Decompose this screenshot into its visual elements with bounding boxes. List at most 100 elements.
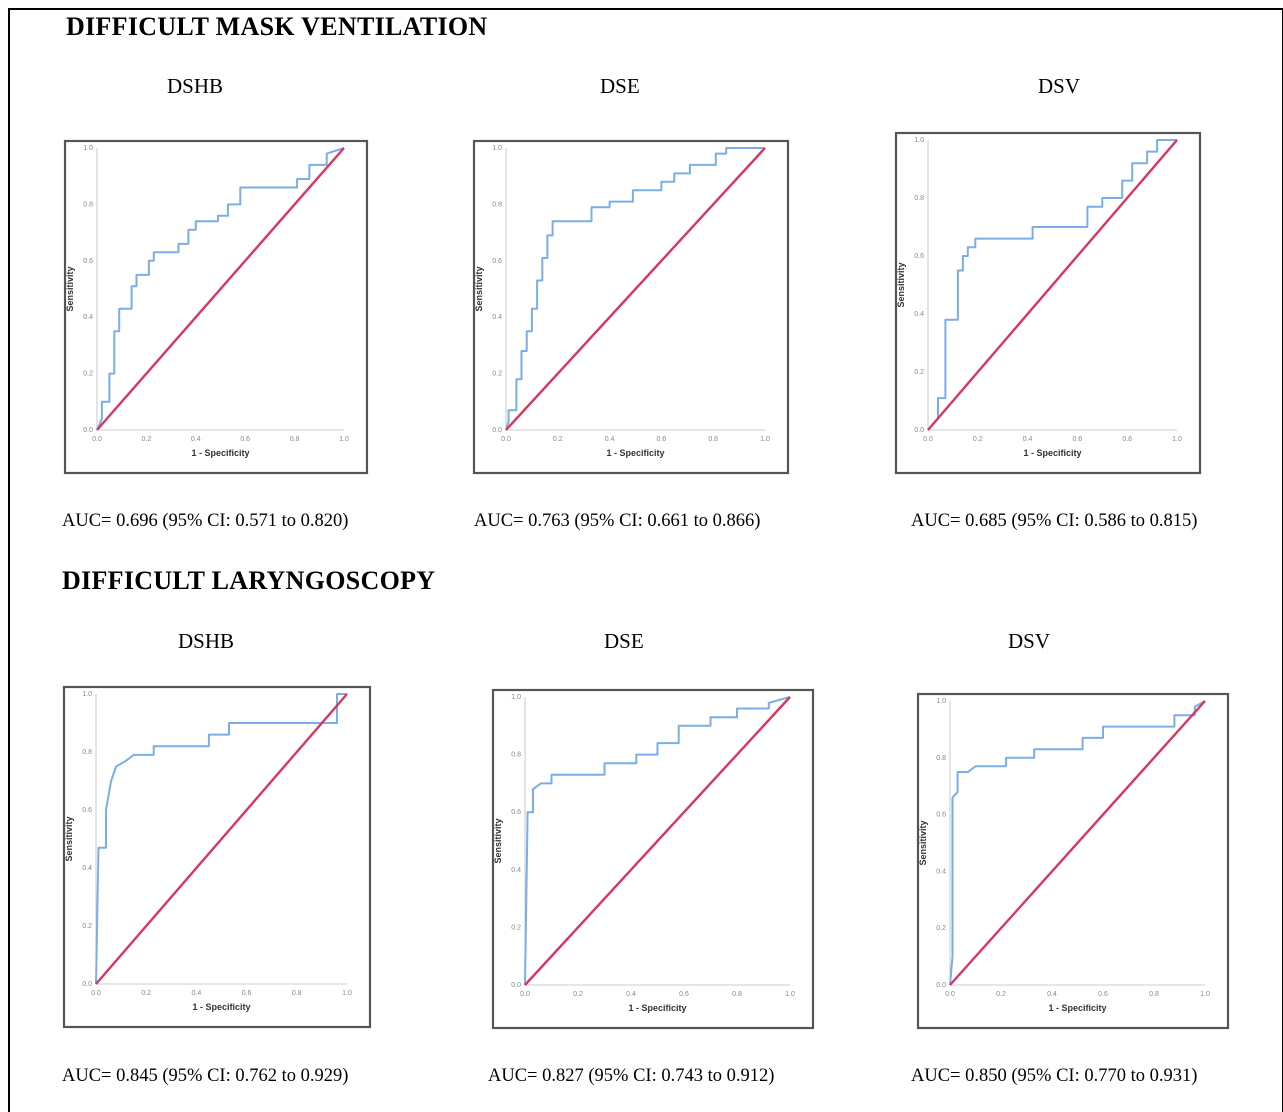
roc-chart: 0.0 0.0 0.2 0.2 0.4 0.4 0.6 0.6 0.8 0.8 1.0 1.0 1 - … xyxy=(472,139,790,475)
roc-curve xyxy=(524,696,791,986)
y-tick-label: 0.8 xyxy=(511,752,521,759)
roc-chart: 0.0 0.0 0.2 0.2 0.4 0.4 0.6 0.6 0.8 0.8 1.0 1.0 1 - … xyxy=(62,685,372,1029)
x-tick-label: 0.0 xyxy=(501,436,511,443)
x-tick-label: 0.8 xyxy=(1149,991,1159,998)
y-tick-label: 0.8 xyxy=(936,755,946,762)
x-tick-label: 0.8 xyxy=(732,991,742,998)
x-tick-label: 1.0 xyxy=(342,990,352,997)
x-axis-label: 1 - Specificity xyxy=(1048,1003,1106,1013)
y-tick-label: 0.6 xyxy=(83,258,93,265)
y-tick-label: 0.2 xyxy=(492,371,502,378)
x-tick-label: 0.2 xyxy=(553,436,563,443)
x-axis-label: 1 - Specificity xyxy=(1023,448,1081,458)
x-axis-label: 1 - Specificity xyxy=(192,1002,250,1012)
x-tick-label: 0.6 xyxy=(679,991,689,998)
y-tick-label: 0.6 xyxy=(936,812,946,819)
y-tick-label: 0.2 xyxy=(82,923,92,930)
y-tick-label: 0.8 xyxy=(492,201,502,208)
panel-title: DSV xyxy=(1038,74,1081,98)
y-tick-label: 0.0 xyxy=(914,427,924,434)
plot-frame xyxy=(491,688,815,1030)
x-tick-label: 0.0 xyxy=(520,991,530,998)
y-tick-label: 0.4 xyxy=(492,314,502,321)
panel-title: DSHB xyxy=(167,74,224,98)
y-tick-label: 0.4 xyxy=(83,314,93,321)
x-axis-label: 1 - Specificity xyxy=(191,448,249,458)
x-tick-label: 0.4 xyxy=(626,991,636,998)
y-tick-label: 0.6 xyxy=(511,809,521,816)
y-tick-label: 0.4 xyxy=(936,868,946,875)
plot-frame xyxy=(63,139,369,475)
x-tick-label: 1.0 xyxy=(760,436,770,443)
plot-frame xyxy=(472,139,790,475)
x-tick-label: 1.0 xyxy=(1172,436,1182,443)
y-tick-label: 0.0 xyxy=(83,427,93,434)
x-tick-label: 0.4 xyxy=(1023,436,1033,443)
reference-line xyxy=(505,147,766,431)
reference-line xyxy=(524,696,791,986)
y-tick-label: 1.0 xyxy=(492,145,502,152)
roc-curve xyxy=(949,700,1206,986)
x-tick-label: 0.4 xyxy=(605,436,615,443)
x-tick-label: 0.0 xyxy=(91,990,101,997)
y-tick-label: 0.4 xyxy=(914,311,924,318)
auc-text: AUC= 0.827 (95% CI: 0.743 to 0.912) xyxy=(488,1066,775,1086)
x-tick-label: 0.6 xyxy=(240,436,250,443)
x-tick-label: 0.4 xyxy=(191,436,201,443)
y-tick-label: 0.0 xyxy=(82,981,92,988)
x-tick-label: 0.2 xyxy=(141,990,151,997)
x-tick-label: 0.8 xyxy=(292,990,302,997)
y-axis-label: Sensitivity xyxy=(64,816,74,861)
roc-curve xyxy=(927,139,1177,431)
y-tick-label: 0.8 xyxy=(914,195,924,202)
y-tick-label: 1.0 xyxy=(83,145,93,152)
plot-frame xyxy=(62,685,372,1029)
x-tick-label: 1.0 xyxy=(339,436,349,443)
y-tick-label: 0.0 xyxy=(492,427,502,434)
y-tick-label: 0.0 xyxy=(936,982,946,989)
y-tick-label: 0.6 xyxy=(492,258,502,265)
y-tick-label: 0.0 xyxy=(511,982,521,989)
x-tick-label: 0.6 xyxy=(1098,991,1108,998)
plot-frame xyxy=(894,131,1202,475)
y-tick-label: 0.2 xyxy=(936,925,946,932)
reference-line xyxy=(949,700,1206,986)
x-tick-label: 0.4 xyxy=(192,990,202,997)
plot-frame xyxy=(916,692,1230,1030)
y-tick-label: 1.0 xyxy=(914,137,924,144)
y-tick-label: 0.8 xyxy=(83,201,93,208)
x-tick-label: 0.0 xyxy=(92,436,102,443)
x-tick-label: 0.0 xyxy=(945,991,955,998)
roc-curve xyxy=(95,693,347,985)
section-title-mask-ventilation: DIFFICULT MASK VENTILATION xyxy=(66,12,488,41)
roc-chart: 0.0 0.0 0.2 0.2 0.4 0.4 0.6 0.6 0.8 0.8 1.0 1.0 1 - … xyxy=(63,139,369,475)
x-tick-label: 0.6 xyxy=(1073,436,1083,443)
x-tick-label: 0.0 xyxy=(923,436,933,443)
reference-line xyxy=(927,139,1178,431)
roc-chart: 0.0 0.0 0.2 0.2 0.4 0.4 0.6 0.6 0.8 0.8 1.0 1.0 1 - … xyxy=(491,688,815,1030)
x-tick-label: 0.2 xyxy=(973,436,983,443)
x-tick-label: 0.8 xyxy=(708,436,718,443)
y-tick-label: 1.0 xyxy=(936,698,946,705)
auc-text: AUC= 0.696 (95% CI: 0.571 to 0.820) xyxy=(62,511,349,531)
x-tick-label: 0.6 xyxy=(657,436,667,443)
x-tick-label: 1.0 xyxy=(1200,991,1210,998)
y-tick-label: 0.2 xyxy=(914,369,924,376)
y-axis-label: Sensitivity xyxy=(493,818,503,863)
y-tick-label: 0.8 xyxy=(82,749,92,756)
x-tick-label: 0.2 xyxy=(573,991,583,998)
y-axis-label: Sensitivity xyxy=(474,266,484,311)
auc-text: AUC= 0.763 (95% CI: 0.661 to 0.866) xyxy=(474,511,761,531)
x-axis-label: 1 - Specificity xyxy=(628,1003,686,1013)
x-axis-label: 1 - Specificity xyxy=(606,448,664,458)
y-axis-label: Sensitivity xyxy=(918,820,928,865)
auc-text: AUC= 0.845 (95% CI: 0.762 to 0.929) xyxy=(62,1066,349,1086)
x-tick-label: 0.6 xyxy=(242,990,252,997)
x-tick-label: 1.0 xyxy=(785,991,795,998)
x-tick-label: 0.8 xyxy=(290,436,300,443)
roc-curve xyxy=(96,147,345,431)
y-tick-label: 0.6 xyxy=(82,807,92,814)
y-axis-label: Sensitivity xyxy=(896,262,906,307)
y-tick-label: 0.2 xyxy=(83,371,93,378)
x-tick-label: 0.4 xyxy=(1047,991,1057,998)
